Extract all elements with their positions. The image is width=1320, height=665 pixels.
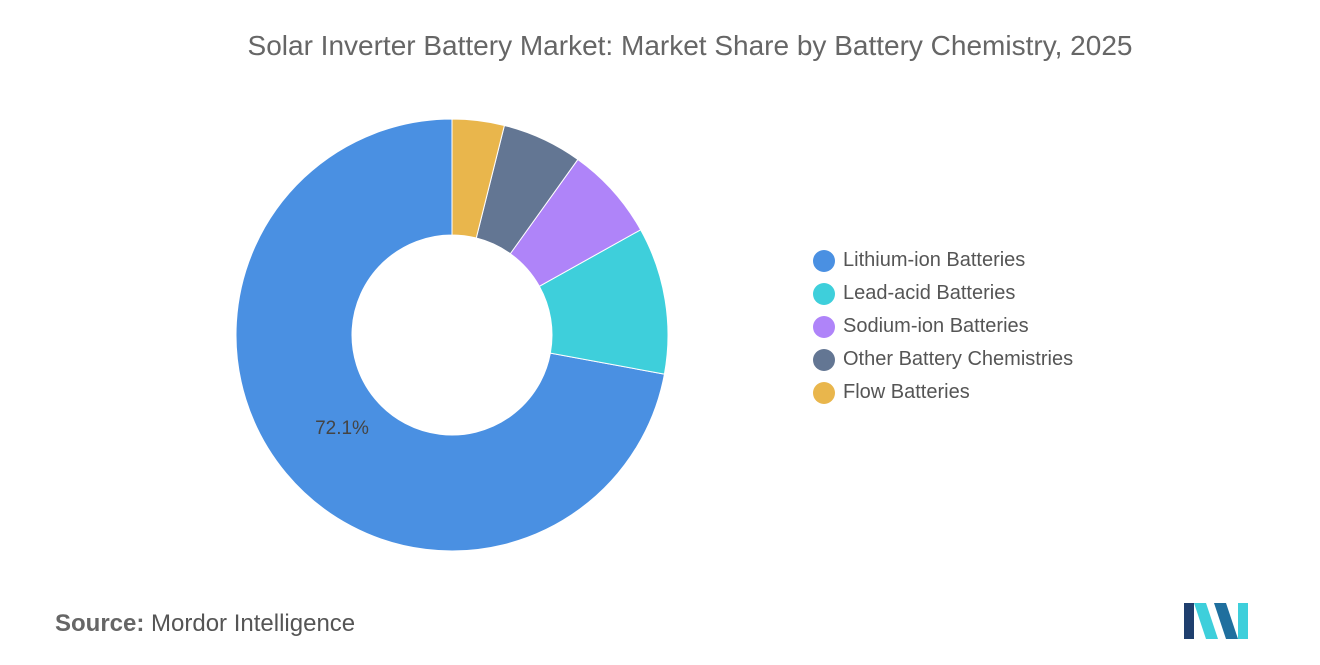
legend-item: Lithium-ion Batteries — [813, 244, 1073, 277]
source-value: Mordor Intelligence — [151, 610, 356, 637]
legend-swatch — [813, 315, 835, 338]
chart-title: Solar Inverter Battery Market: Market Sh… — [247, 30, 1133, 61]
legend-item: Sodium-ion Batteries — [813, 310, 1073, 343]
source-note: Source: Mordor Intelligence — [55, 610, 355, 638]
legend-swatch — [813, 348, 835, 371]
legend-swatch — [813, 282, 835, 305]
legend-label: Lead-acid Batteries — [843, 282, 1016, 304]
source-label: Source: — [55, 610, 145, 637]
slice-lithium-ion-batteries — [235, 118, 666, 552]
legend-label: Sodium-ion Batteries — [843, 315, 1029, 337]
chart-legend: Lithium-ion Batteries Lead-acid Batteries… — [813, 244, 1073, 409]
legend-item: Flow Batteries — [813, 376, 1073, 409]
legend-item: Lead-acid Batteries — [813, 277, 1073, 310]
legend-swatch — [813, 381, 835, 404]
legend-item: Other Battery Chemistries — [813, 343, 1073, 376]
legend-swatch — [813, 249, 835, 272]
legend-label: Other Battery Chemistries — [843, 348, 1074, 370]
legend-label: Flow Batteries — [843, 381, 970, 403]
legend-label: Lithium-ion Batteries — [843, 249, 1026, 271]
slice-flow-batteries — [451, 118, 506, 239]
data-label: 72.1% — [315, 418, 369, 439]
mordor-intelligence-logo-icon — [1184, 603, 1248, 639]
